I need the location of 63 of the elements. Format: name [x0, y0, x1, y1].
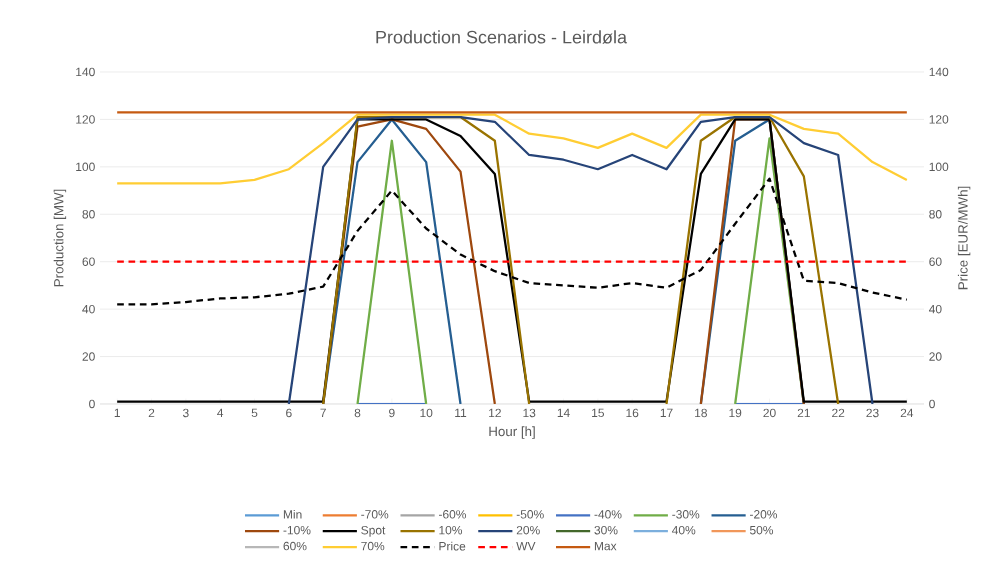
y2-tick-label: 120	[929, 115, 949, 124]
y-tick-label: 140	[76, 67, 95, 77]
x-tick-label: 6	[286, 408, 292, 418]
x-tick-label: 3	[182, 408, 189, 418]
x-tick-label: 22	[832, 408, 845, 418]
x-tick-label: 15	[592, 408, 604, 418]
y2-tick-label: 80	[929, 210, 942, 219]
legend-label: Spot	[361, 525, 386, 537]
legend-label: 40%	[671, 525, 696, 535]
x-tick-label: 4	[217, 408, 224, 417]
y2-tick-label: 40	[928, 304, 942, 314]
x-tick-label: 18	[695, 408, 707, 418]
x-tick-label: 24	[900, 408, 914, 418]
y2-tick-label: 140	[929, 67, 949, 77]
y-axis-title: Production [MW]	[53, 189, 67, 287]
legend-label: 10%	[439, 525, 463, 535]
x-tick-label: 8	[354, 408, 361, 418]
legend-label: -30%	[672, 510, 700, 519]
x-tick-label: 20	[763, 408, 776, 418]
x-tick-label: 19	[729, 408, 742, 418]
legend-label: 70%	[361, 541, 385, 551]
legend-label: 30%	[594, 525, 618, 535]
legend-label: -20%	[750, 510, 778, 519]
y-tick-label: 80	[82, 210, 95, 219]
y-tick-label: 40	[82, 304, 95, 314]
legend-label: 20%	[516, 525, 540, 535]
legend-label: 60%	[283, 541, 307, 551]
y2-tick-label: 20	[929, 352, 942, 361]
x-tick-label: 5	[251, 408, 258, 418]
y2-tick-label: 60	[929, 257, 942, 266]
y2-axis-title: Price [EUR/MWh]	[957, 186, 971, 290]
y-tick-label: 20	[82, 352, 95, 361]
x-tick-label: 11	[455, 408, 467, 417]
legend-label: -10%	[283, 525, 311, 535]
legend-label: -40%	[594, 510, 622, 519]
x-tick-label: 16	[626, 408, 639, 418]
legend-label: -70%	[361, 510, 389, 519]
x-tick-label: 17	[660, 408, 673, 417]
y-tick-label: 60	[82, 257, 95, 266]
x-tick-label: 7	[320, 408, 326, 417]
x-tick-label: 13	[523, 408, 536, 418]
x-tick-label: 14	[557, 408, 570, 417]
legend-label: -50%	[516, 510, 544, 519]
legend-label: -60%	[438, 510, 467, 519]
legend-label: 50%	[749, 525, 774, 535]
legend-label: Min	[283, 509, 302, 519]
legend-label: Max	[594, 541, 617, 551]
legend-label: Price	[439, 541, 466, 551]
y2-tick-label: 0	[929, 399, 935, 409]
y2-tick-label: 100	[929, 162, 949, 172]
x-tick-label: 12	[489, 408, 501, 418]
chart-title: Production Scenarios - Leirdøla	[376, 30, 628, 44]
x-tick-label: 9	[389, 408, 395, 418]
y-tick-label: 120	[76, 115, 95, 124]
x-tick-label: 23	[866, 408, 879, 418]
y-tick-label: 0	[89, 399, 95, 409]
x-axis-title: Hour [h]	[489, 426, 535, 439]
legend-label: WV	[516, 541, 536, 551]
x-tick-label: 10	[420, 408, 433, 418]
x-tick-label: 21	[797, 408, 810, 418]
x-tick-label: 2	[148, 408, 155, 418]
x-tick-label: 1	[114, 408, 120, 417]
y-tick-label: 100	[76, 162, 95, 172]
